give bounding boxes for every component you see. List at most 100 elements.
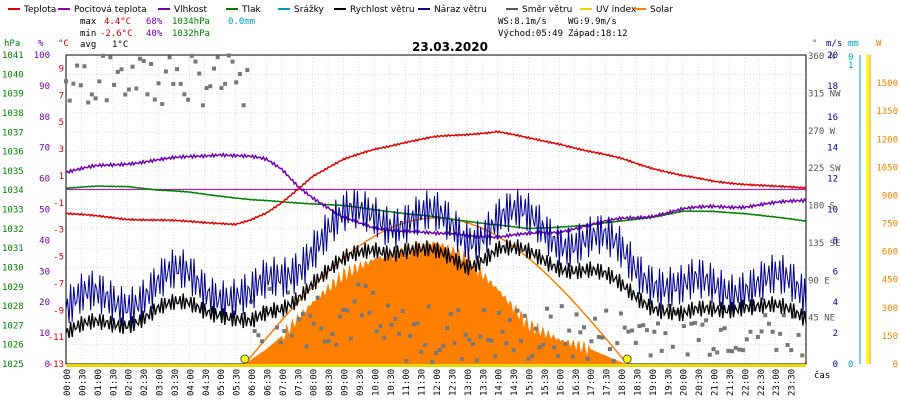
wind-dir-point-42 [219,85,224,90]
wind-dir-point-131 [548,314,553,319]
wind-dir-point-80 [360,313,364,318]
wind-dir-point-60 [286,290,290,295]
dir-tick-6: 90 E [808,276,830,286]
wind-dir-point-101 [437,348,442,353]
uv-marker-1 [622,354,632,364]
c-tick-4: 1 [59,172,64,182]
wind-dir-point-58 [278,340,283,345]
legend-label-8: UV index [596,5,637,15]
wind-dir-point-124 [522,313,527,318]
wind-dir-point-102 [441,343,446,348]
ms-tick-6: 8 [833,236,838,246]
wind-dir-point-29 [171,81,176,86]
time-tick-3: 01:30 [109,369,119,396]
hpa-tick-13: 1028 [2,302,24,312]
wind-dir-point-116 [493,354,498,359]
hpa-tick-4: 1037 [2,128,24,138]
wind-dir-point-19 [134,86,139,91]
time-tick-23: 11:30 [418,369,428,396]
time-tick-20: 10:00 [371,369,381,396]
time-tick-22: 11:00 [402,369,412,396]
wind-dir-point-176 [715,350,720,355]
wind-dir-point-110 [471,342,475,347]
wind-dir-point-59 [282,329,287,334]
time-tick-17: 08:30 [325,369,335,396]
pct-tick-2: 80 [39,113,50,123]
wind-dir-point-188 [759,329,764,334]
wind-dir-point-134 [559,304,564,309]
wind-dir-point-153 [630,328,635,333]
dir-tick-4: 180 S [808,202,835,212]
wind-dir-point-24 [152,97,157,102]
hpa-tick-3: 1038 [2,109,24,119]
wind-dir-point-95 [415,321,420,326]
wind-dir-point-121 [511,348,516,353]
time-tick-19: 09:30 [356,369,366,396]
pct-tick-7: 30 [39,267,50,277]
time-tick-36: 18:00 [618,369,628,396]
wind-dir-point-138 [574,312,579,317]
pct-tick-1: 90 [39,82,50,92]
wind-wg: WG:9.9m/s [568,17,617,27]
dir-tick-5: 135 SE [808,239,841,249]
time-tick-39: 19:30 [664,369,674,396]
hpa-tick-1: 1040 [2,70,24,80]
hpa-tick-0: 1041 [2,51,24,61]
wind-dir-point-72 [330,332,335,337]
time-tick-4: 02:00 [125,369,135,396]
line-series [65,130,807,339]
ms-tick-1: 18 [827,82,838,92]
pct-tick-6: 40 [39,236,50,246]
time-tick-7: 03:30 [171,369,181,396]
mm-tick-2: 0 [848,360,853,370]
wind-dir-point-7 [89,92,94,97]
time-tick-6: 03:00 [156,369,166,396]
wind-dir-point-20 [138,56,142,61]
time-tick-28: 14:00 [495,369,505,396]
wind-dir-point-175 [711,347,716,352]
c-tick-11: -13 [48,360,64,370]
wind-dir-point-144 [596,334,601,339]
wind-dir-point-158 [648,353,653,358]
left-axes: 1041104010391038103710361035103410331032… [2,51,64,370]
legend-label-2: Vlhkost [174,5,207,15]
wind-dir-point-115 [489,338,494,343]
time-tick-32: 16:00 [556,369,566,396]
wind-dir-point-32 [182,92,187,97]
time-tick-0: 00:00 [63,369,73,396]
uv-marker-0 [240,354,250,364]
wind-dir-point-100 [434,350,438,355]
hpa-tick-11: 1030 [2,263,24,273]
wind-dir-point-186 [752,307,757,312]
sunset: Západ:18:12 [568,29,628,39]
wind-dir-point-107 [459,356,464,361]
wind-ws: WS:8.1m/s [498,17,547,27]
wind-dir-point-61 [289,333,294,338]
wind-dir-point-173 [704,318,709,323]
ms-tick-4: 12 [827,175,838,185]
dir-tick-2: 270 W [808,127,836,137]
wind-dir-point-147 [607,347,612,352]
stat-max-temp: 4.4°C [104,17,131,27]
time-tick-31: 15:30 [541,369,551,396]
c-tick-7: -5 [53,253,64,263]
pct-tick-10: 0 [45,360,50,370]
w-tick-2: 1200 [876,135,898,145]
wind-dir-point-87 [385,303,390,308]
wind-dir-point-27 [163,69,168,74]
c-tick-0: 9 [59,64,64,74]
time-tick-47: 23:30 [788,369,798,396]
wind-dir-point-22 [145,92,150,97]
wind-dir-point-68 [315,295,320,300]
wind-dir-point-167 [681,324,686,329]
wind-dir-point-97 [422,343,427,348]
wind-dir-point-168 [685,352,690,357]
time-tick-46: 23:00 [772,369,782,396]
c-tick-3: 3 [59,145,64,155]
mm-tick-1: 1 [848,61,853,71]
wind-dir-point-178 [722,326,727,331]
c-tick-5: -1 [53,199,64,209]
sunrise: Východ:05:49 [498,29,563,39]
time-tick-44: 22:00 [741,369,751,396]
legend-label-5: Rychlost větru [350,5,415,15]
